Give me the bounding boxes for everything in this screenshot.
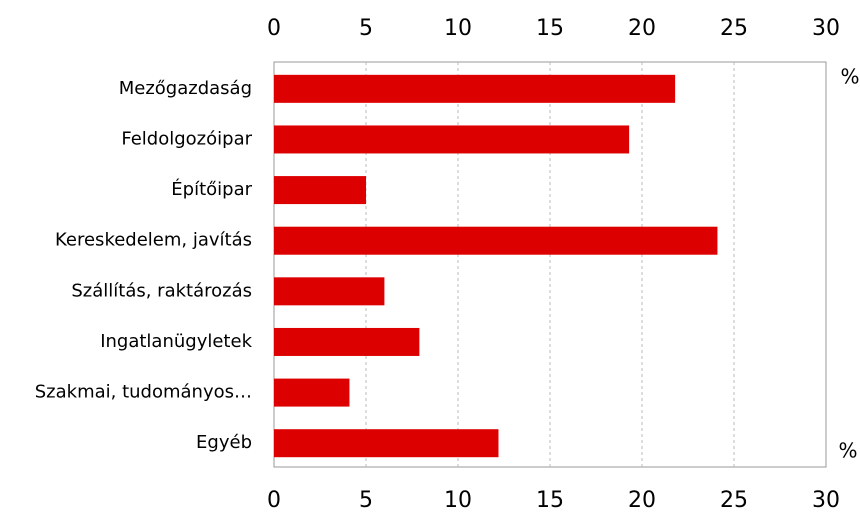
x-tick-label: 10 [444,488,472,513]
x-tick-label: 30 [812,488,840,513]
x-tick-label: 15 [536,488,564,513]
bar [274,277,385,306]
x-tick-label: 0 [267,16,281,41]
x-tick-label: 25 [720,16,748,41]
unit-label: % [838,439,857,463]
x-tick-label: 25 [720,488,748,513]
category-label: Ingatlanügyletek [100,331,252,352]
category-label: Építőipar [171,178,252,200]
category-label: Feldolgozóipar [121,128,252,149]
category-label: Szakmai, tudományos… [35,382,252,403]
category-label: Mezőgazdaság [119,78,252,99]
x-tick-label: 10 [444,16,472,41]
category-label: Szállítás, raktározás [71,280,252,301]
x-tick-label: 20 [628,488,656,513]
x-tick-label: 15 [536,16,564,41]
bar [274,176,366,205]
x-tick-label: 30 [812,16,840,41]
bar [274,125,630,154]
x-tick-label: 0 [267,488,281,513]
category-label: Egyéb [196,432,252,453]
x-tick-label: 5 [359,16,373,41]
bar [274,74,676,103]
category-label: Kereskedelem, javítás [55,230,252,251]
unit-label: % [840,65,859,89]
bar [274,327,420,356]
bar [274,429,499,458]
bar [274,226,718,255]
bar [274,378,350,407]
x-tick-label: 20 [628,16,656,41]
x-tick-label: 5 [359,488,373,513]
